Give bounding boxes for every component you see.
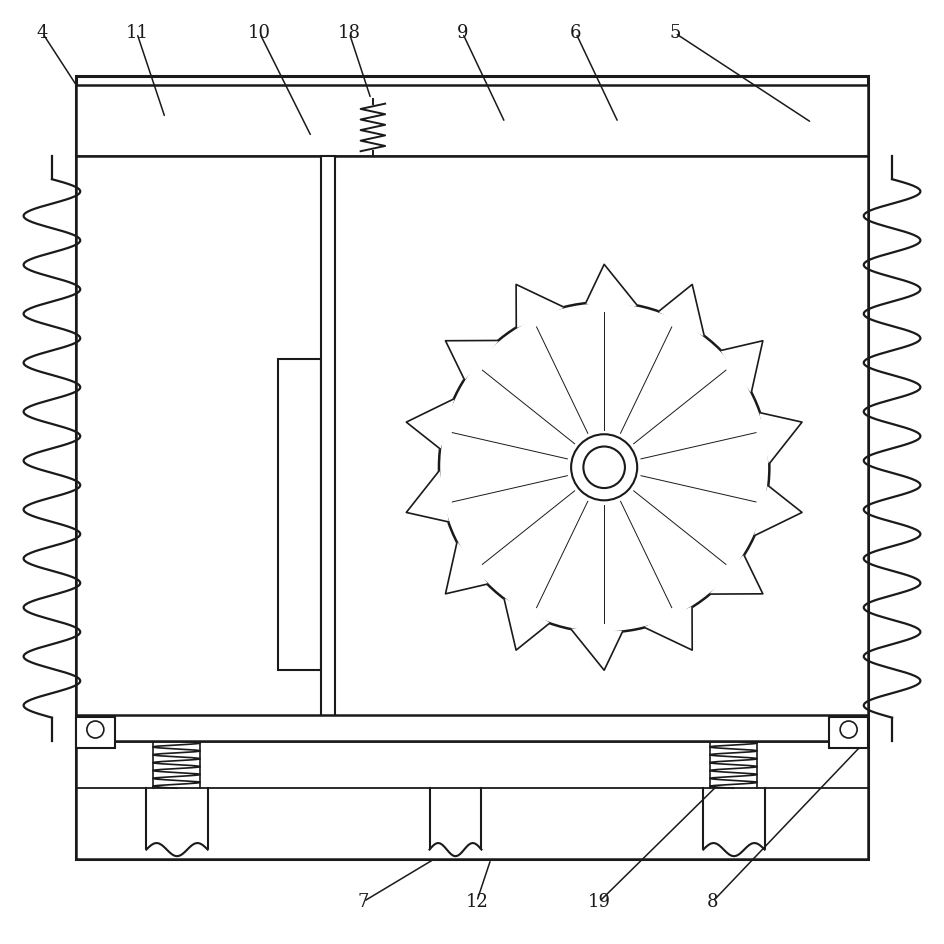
Polygon shape: [406, 471, 448, 522]
Text: 8: 8: [707, 892, 718, 911]
Circle shape: [571, 434, 637, 500]
Bar: [76, 741, 868, 859]
Text: 6: 6: [570, 24, 582, 42]
Text: 11: 11: [126, 24, 148, 42]
Circle shape: [583, 447, 625, 488]
Polygon shape: [571, 629, 623, 670]
Text: 7: 7: [358, 892, 369, 911]
Polygon shape: [721, 341, 763, 393]
Bar: [76, 76, 868, 859]
Polygon shape: [645, 607, 692, 650]
Polygon shape: [710, 555, 763, 594]
Polygon shape: [406, 399, 454, 448]
Polygon shape: [446, 542, 487, 594]
Bar: [278, 359, 321, 670]
Polygon shape: [516, 284, 564, 328]
Text: 19: 19: [588, 892, 611, 911]
Circle shape: [439, 302, 769, 632]
Text: 10: 10: [248, 24, 271, 42]
Polygon shape: [585, 264, 637, 306]
Text: 5: 5: [669, 24, 681, 42]
Bar: [829, 717, 868, 748]
Bar: [76, 156, 868, 741]
Bar: [321, 156, 335, 732]
Polygon shape: [446, 341, 498, 379]
Polygon shape: [754, 486, 802, 535]
Bar: [76, 85, 868, 156]
Bar: [76, 717, 115, 748]
Polygon shape: [659, 284, 704, 336]
Polygon shape: [504, 598, 549, 650]
Polygon shape: [760, 413, 802, 464]
Text: 12: 12: [465, 892, 488, 911]
Text: 4: 4: [37, 24, 48, 42]
Bar: [76, 715, 868, 741]
Text: 9: 9: [457, 24, 468, 42]
Text: 18: 18: [338, 24, 361, 42]
